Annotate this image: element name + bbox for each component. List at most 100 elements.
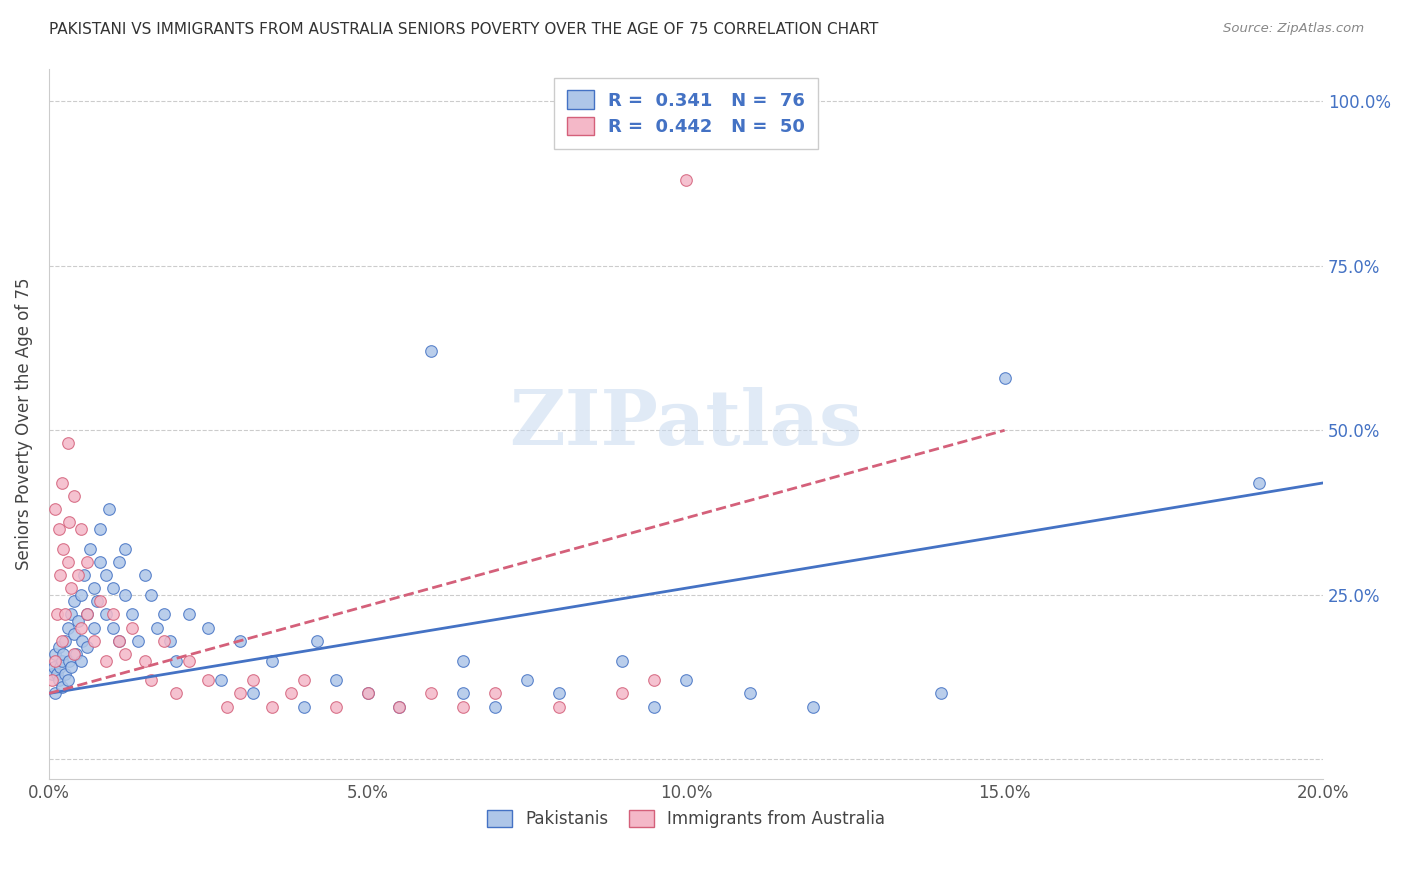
Point <box>79 541 101 556</box>
Point <box>53 666 76 681</box>
Point <box>139 673 162 688</box>
Point <box>89 555 111 569</box>
Y-axis label: Seniors Poverty Over the Age of 75: Seniors Poverty Over the Age of 75 <box>15 277 32 570</box>
Point <box>108 555 131 569</box>
Point <box>76 607 98 622</box>
Point <box>292 673 315 688</box>
Point <box>52 541 75 556</box>
Point <box>53 633 76 648</box>
Point <box>63 489 86 503</box>
Point <box>305 633 328 648</box>
Point <box>76 607 98 622</box>
Point <box>280 686 302 700</box>
Point <box>325 673 347 688</box>
Point <box>66 568 89 582</box>
Point <box>139 588 162 602</box>
Point <box>356 686 378 700</box>
Point <box>73 568 96 582</box>
Point <box>108 633 131 648</box>
Point <box>612 653 634 667</box>
Point <box>76 640 98 655</box>
Point <box>69 588 91 602</box>
Point <box>56 621 79 635</box>
Point <box>76 555 98 569</box>
Point <box>56 555 79 569</box>
Legend: Pakistanis, Immigrants from Australia: Pakistanis, Immigrants from Australia <box>481 803 891 835</box>
Point <box>159 633 181 648</box>
Point <box>101 581 124 595</box>
Point <box>96 607 118 622</box>
Point <box>48 673 70 688</box>
Point <box>114 541 136 556</box>
Point <box>96 653 118 667</box>
Point <box>83 633 105 648</box>
Point <box>994 370 1017 384</box>
Point <box>1249 475 1271 490</box>
Point <box>51 680 73 694</box>
Point <box>127 633 149 648</box>
Point <box>63 627 86 641</box>
Point <box>114 647 136 661</box>
Point <box>69 621 91 635</box>
Point <box>146 621 169 635</box>
Point <box>229 686 252 700</box>
Point <box>197 621 219 635</box>
Point <box>643 673 665 688</box>
Point <box>86 594 108 608</box>
Point <box>451 686 474 700</box>
Point <box>516 673 538 688</box>
Point <box>52 647 75 661</box>
Point <box>675 173 697 187</box>
Point <box>121 607 143 622</box>
Point <box>51 633 73 648</box>
Point <box>70 633 93 648</box>
Point <box>803 699 825 714</box>
Point <box>179 653 201 667</box>
Point <box>108 633 131 648</box>
Point <box>420 686 443 700</box>
Point <box>165 686 187 700</box>
Point <box>242 673 264 688</box>
Point <box>83 581 105 595</box>
Point <box>612 686 634 700</box>
Point <box>53 607 76 622</box>
Point <box>51 653 73 667</box>
Point <box>152 633 174 648</box>
Point <box>356 686 378 700</box>
Point <box>48 640 70 655</box>
Point <box>260 699 283 714</box>
Point <box>547 699 569 714</box>
Point <box>451 699 474 714</box>
Point <box>292 699 315 714</box>
Text: ZIPatlas: ZIPatlas <box>509 387 863 461</box>
Point <box>260 653 283 667</box>
Point <box>51 475 73 490</box>
Point <box>45 666 67 681</box>
Point <box>209 673 232 688</box>
Point <box>49 660 72 674</box>
Point <box>60 581 83 595</box>
Text: Source: ZipAtlas.com: Source: ZipAtlas.com <box>1223 22 1364 36</box>
Point <box>484 699 506 714</box>
Point <box>69 522 91 536</box>
Point <box>229 633 252 648</box>
Point <box>69 653 91 667</box>
Point <box>152 607 174 622</box>
Point <box>325 699 347 714</box>
Point <box>56 436 79 450</box>
Point <box>121 621 143 635</box>
Point <box>643 699 665 714</box>
Point <box>66 614 89 628</box>
Point <box>44 686 66 700</box>
Point <box>89 594 111 608</box>
Text: PAKISTANI VS IMMIGRANTS FROM AUSTRALIA SENIORS POVERTY OVER THE AGE OF 75 CORREL: PAKISTANI VS IMMIGRANTS FROM AUSTRALIA S… <box>49 22 879 37</box>
Point <box>49 568 72 582</box>
Point <box>179 607 201 622</box>
Point <box>420 344 443 359</box>
Point <box>484 686 506 700</box>
Point <box>197 673 219 688</box>
Point <box>56 673 79 688</box>
Point <box>48 522 70 536</box>
Point <box>83 621 105 635</box>
Point <box>217 699 239 714</box>
